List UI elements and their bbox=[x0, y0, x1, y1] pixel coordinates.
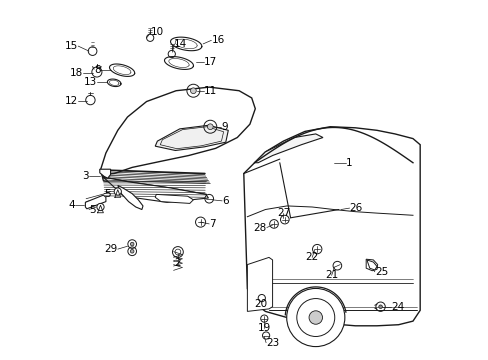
Polygon shape bbox=[247, 257, 272, 311]
Polygon shape bbox=[244, 127, 419, 326]
Polygon shape bbox=[100, 169, 110, 178]
Circle shape bbox=[207, 124, 213, 130]
Circle shape bbox=[130, 242, 134, 246]
Text: 18: 18 bbox=[70, 68, 83, 78]
Text: 2: 2 bbox=[174, 258, 181, 268]
Text: 1: 1 bbox=[346, 158, 352, 168]
Text: 20: 20 bbox=[254, 299, 267, 309]
Text: 15: 15 bbox=[65, 41, 78, 51]
Polygon shape bbox=[118, 185, 142, 210]
Text: 28: 28 bbox=[253, 222, 266, 233]
Circle shape bbox=[97, 203, 104, 211]
Text: 25: 25 bbox=[374, 267, 387, 277]
Circle shape bbox=[130, 249, 134, 253]
Text: 27: 27 bbox=[276, 208, 289, 218]
Text: 9: 9 bbox=[221, 122, 227, 132]
Polygon shape bbox=[101, 87, 255, 175]
Polygon shape bbox=[155, 194, 193, 203]
Text: 8: 8 bbox=[94, 65, 101, 75]
Polygon shape bbox=[366, 259, 377, 271]
Polygon shape bbox=[366, 260, 376, 270]
Text: 14: 14 bbox=[174, 39, 187, 49]
Text: 22: 22 bbox=[305, 252, 318, 262]
Polygon shape bbox=[155, 125, 228, 150]
Circle shape bbox=[286, 288, 344, 347]
Text: 17: 17 bbox=[204, 57, 217, 67]
Circle shape bbox=[378, 305, 382, 309]
Polygon shape bbox=[254, 134, 322, 163]
Text: 12: 12 bbox=[65, 96, 78, 106]
Text: 7: 7 bbox=[209, 219, 215, 229]
Text: 21: 21 bbox=[325, 270, 338, 280]
Text: 3: 3 bbox=[82, 171, 89, 181]
Text: 4: 4 bbox=[68, 200, 75, 210]
Text: 5: 5 bbox=[104, 189, 110, 199]
Text: 13: 13 bbox=[83, 77, 97, 87]
Text: 11: 11 bbox=[204, 86, 217, 96]
Text: 26: 26 bbox=[349, 203, 362, 213]
Circle shape bbox=[114, 188, 121, 195]
Text: 19: 19 bbox=[257, 323, 270, 333]
Text: 24: 24 bbox=[390, 302, 404, 312]
Circle shape bbox=[190, 88, 196, 94]
Polygon shape bbox=[103, 177, 208, 202]
Polygon shape bbox=[85, 195, 106, 209]
Text: 10: 10 bbox=[151, 27, 163, 37]
Polygon shape bbox=[101, 170, 206, 198]
Text: 23: 23 bbox=[265, 338, 279, 348]
Text: 6: 6 bbox=[222, 196, 228, 206]
Text: 5: 5 bbox=[89, 204, 96, 215]
Text: 29: 29 bbox=[104, 244, 118, 254]
Circle shape bbox=[308, 311, 322, 324]
Text: 16: 16 bbox=[211, 35, 224, 45]
